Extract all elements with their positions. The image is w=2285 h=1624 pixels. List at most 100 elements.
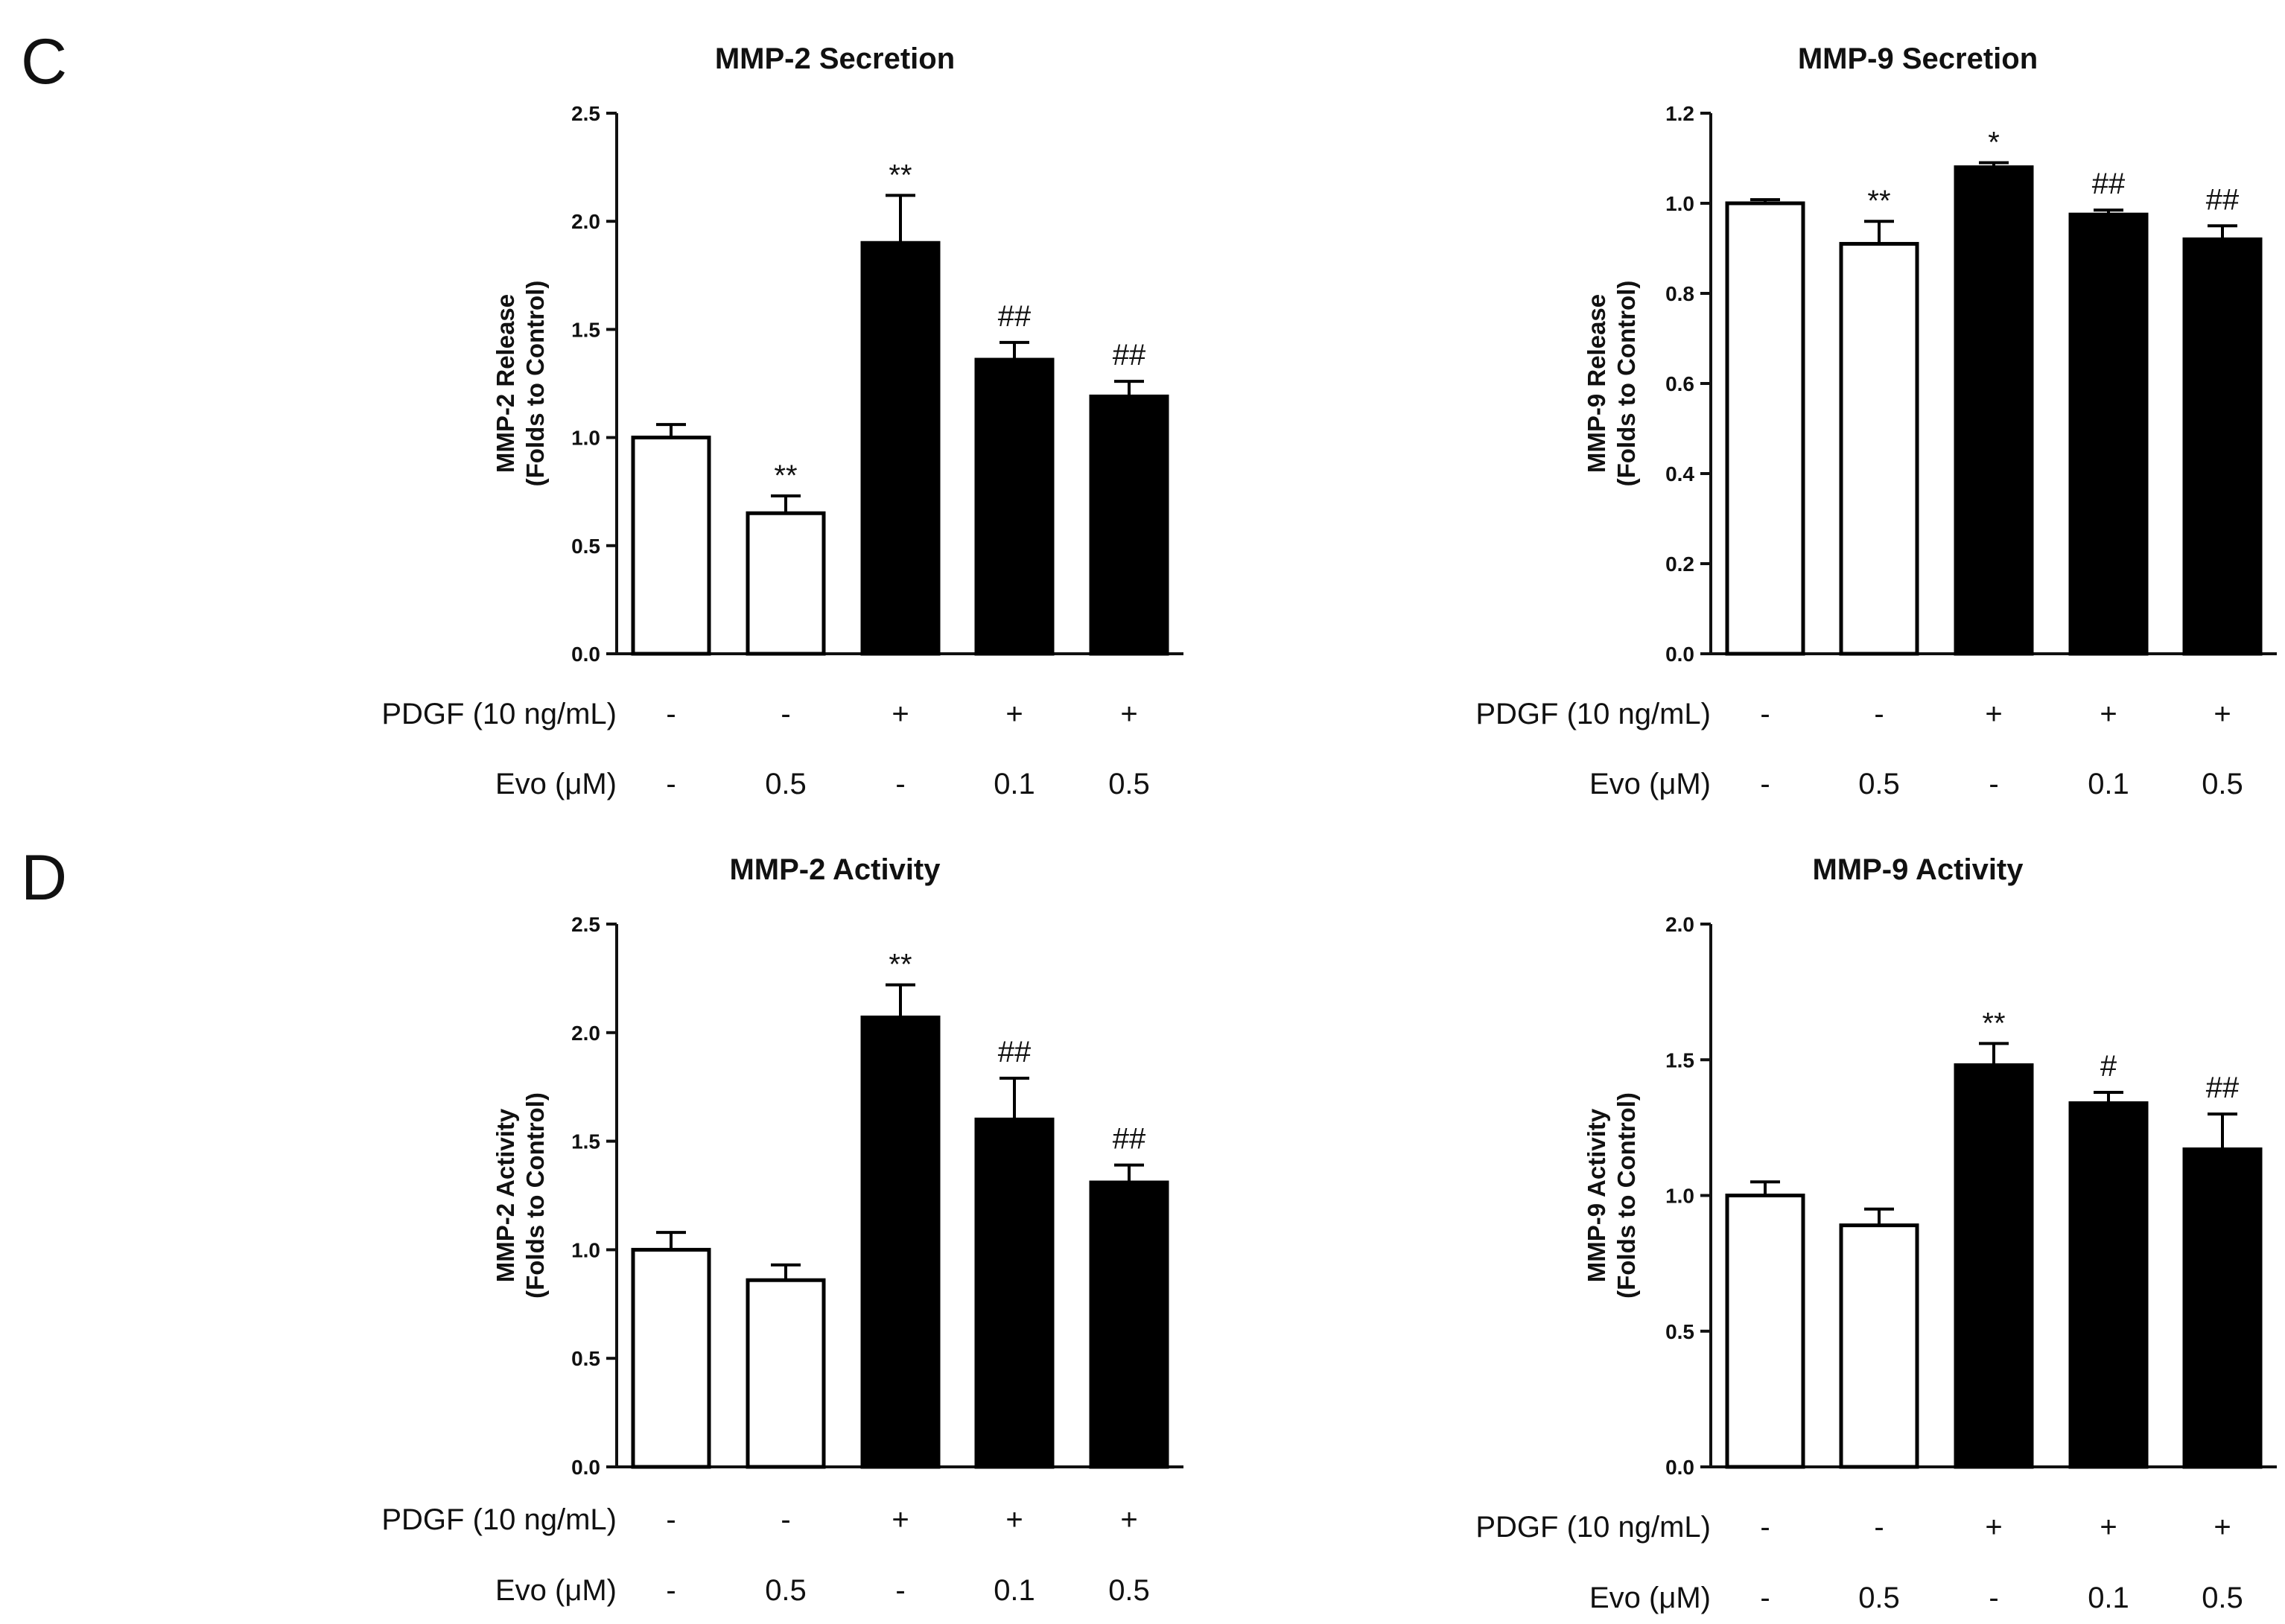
- bar: [2068, 1101, 2149, 1469]
- evo-label: Evo (μM): [1589, 1582, 1711, 1614]
- y-tick-label: 1.0: [1665, 1185, 1694, 1208]
- pdgf-value: -: [1874, 1511, 1884, 1544]
- bar: [860, 241, 941, 656]
- panel-letter-d: D: [21, 842, 67, 914]
- evo-value: -: [666, 768, 676, 800]
- pdgf-value: +: [1005, 1503, 1023, 1536]
- pdgf-value: +: [2100, 1511, 2117, 1544]
- bar: [1839, 1223, 1919, 1469]
- significance-marker: **: [889, 949, 912, 981]
- significance-marker: ##: [2092, 168, 2126, 200]
- evo-value: -: [1760, 1582, 1770, 1614]
- pdgf-value: -: [781, 1503, 790, 1536]
- chart-mmp2-activity: MMP-2 Activity 0.0 0.5 1.0 1.5 2.0 2.5 MMP-2 Ac…: [381, 853, 1183, 1607]
- y-axis-label: (Folds to Control): [521, 1092, 549, 1299]
- pdgf-label: PDGF (10 ng/mL): [381, 1503, 617, 1536]
- significance-marker: *: [1988, 127, 2000, 159]
- evo-value: 0.1: [994, 1574, 1035, 1607]
- y-axis-label: MMP-9 Release: [1583, 294, 1610, 473]
- pdgf-value: -: [781, 698, 790, 730]
- evo-label: Evo (μM): [495, 768, 617, 800]
- bar: [631, 436, 711, 656]
- panel-letter-c: C: [21, 26, 67, 98]
- y-axis-label: (Folds to Control): [1612, 281, 1640, 487]
- evo-value: 0.5: [1858, 768, 1900, 800]
- y-tick-label: 2.0: [1665, 913, 1694, 936]
- evo-value: 0.5: [2202, 768, 2243, 800]
- y-tick-label: 0.5: [1665, 1320, 1694, 1343]
- chart-title: MMP-2 Secretion: [715, 42, 955, 75]
- chart-mmp2-secretion: MMP-2 Secretion 0.0 0.5 1.0 1.5 2.0 2.5 MMP-2 R…: [381, 42, 1183, 800]
- y-tick-label: 1.2: [1665, 102, 1694, 125]
- evo-value: -: [1989, 768, 1998, 800]
- y-tick-label: 2.5: [571, 102, 600, 125]
- chart-mmp9-activity: MMP-9 Activity 0.0 0.5 1.0 1.5 2.0 MMP-9 Activ…: [1475, 853, 2277, 1614]
- significance-marker: **: [889, 159, 912, 191]
- bar: [1725, 1194, 1805, 1469]
- significance-marker: **: [1982, 1007, 2005, 1039]
- significance-marker: ##: [1113, 1123, 1146, 1156]
- bar: [746, 511, 826, 656]
- y-tick-label: 0.5: [571, 1347, 600, 1370]
- significance-marker: #: [2100, 1050, 2117, 1083]
- evo-value: -: [895, 768, 905, 800]
- y-tick-label: 0.4: [1665, 462, 1694, 485]
- significance-marker: ##: [1113, 339, 1146, 372]
- bar: [1725, 201, 1805, 656]
- significance-marker: ##: [2206, 1071, 2240, 1104]
- pdgf-value: +: [892, 698, 909, 730]
- pdgf-value: +: [1120, 1503, 1137, 1536]
- evo-value: 0.5: [765, 768, 807, 800]
- evo-value: 0.5: [1858, 1582, 1900, 1614]
- pdgf-value: +: [1120, 698, 1137, 730]
- bar: [1839, 241, 1919, 656]
- y-axis-label: (Folds to Control): [1612, 1092, 1640, 1299]
- y-tick-label: 1.0: [571, 427, 600, 450]
- bar: [1089, 394, 1169, 656]
- y-tick-label: 1.5: [1665, 1048, 1694, 1071]
- y-tick-label: 0.0: [571, 643, 600, 666]
- evo-label: Evo (μM): [495, 1574, 617, 1607]
- pdgf-value: +: [2214, 1511, 2231, 1544]
- y-tick-label: 2.0: [571, 210, 600, 233]
- pdgf-value: -: [1874, 698, 1884, 730]
- bar: [746, 1278, 826, 1469]
- pdgf-value: -: [666, 1503, 676, 1536]
- y-axis-label: (Folds to Control): [521, 281, 549, 487]
- bar: [1954, 165, 2034, 656]
- evo-label: Evo (μM): [1589, 768, 1711, 800]
- y-tick-label: 0.2: [1665, 553, 1694, 576]
- evo-value: 0.5: [1108, 1574, 1150, 1607]
- pdgf-value: +: [2214, 698, 2231, 730]
- y-axis-label: MMP-9 Activity: [1583, 1108, 1610, 1282]
- y-tick-label: 1.0: [571, 1238, 600, 1261]
- evo-value: -: [1760, 768, 1770, 800]
- pdgf-value: +: [1985, 698, 2002, 730]
- bar: [1954, 1063, 2034, 1469]
- significance-marker: ##: [2206, 183, 2240, 216]
- pdgf-value: -: [666, 698, 676, 730]
- evo-value: -: [666, 1574, 676, 1607]
- y-tick-label: 1.5: [571, 1130, 600, 1153]
- pdgf-label: PDGF (10 ng/mL): [1475, 698, 1711, 730]
- bar: [2068, 212, 2149, 656]
- y-tick-label: 1.5: [571, 318, 600, 341]
- y-tick-label: 0.0: [1665, 1456, 1694, 1479]
- y-axis-label: MMP-2 Release: [492, 294, 519, 473]
- evo-value: 0.1: [2088, 768, 2129, 800]
- significance-marker: ##: [998, 300, 1032, 333]
- y-tick-label: 0.0: [1665, 643, 1694, 666]
- pdgf-value: +: [1005, 698, 1023, 730]
- y-axis-label: MMP-2 Activity: [492, 1108, 519, 1282]
- y-tick-label: 0.6: [1665, 372, 1694, 395]
- pdgf-value: +: [1985, 1511, 2002, 1544]
- evo-value: 0.1: [2088, 1582, 2129, 1614]
- bar: [631, 1247, 711, 1469]
- evo-value: 0.5: [2202, 1582, 2243, 1614]
- evo-value: 0.1: [994, 768, 1035, 800]
- significance-marker: **: [1867, 185, 1890, 217]
- y-tick-label: 2.0: [571, 1022, 600, 1045]
- bar: [2182, 1147, 2263, 1469]
- pdgf-value: +: [892, 1503, 909, 1536]
